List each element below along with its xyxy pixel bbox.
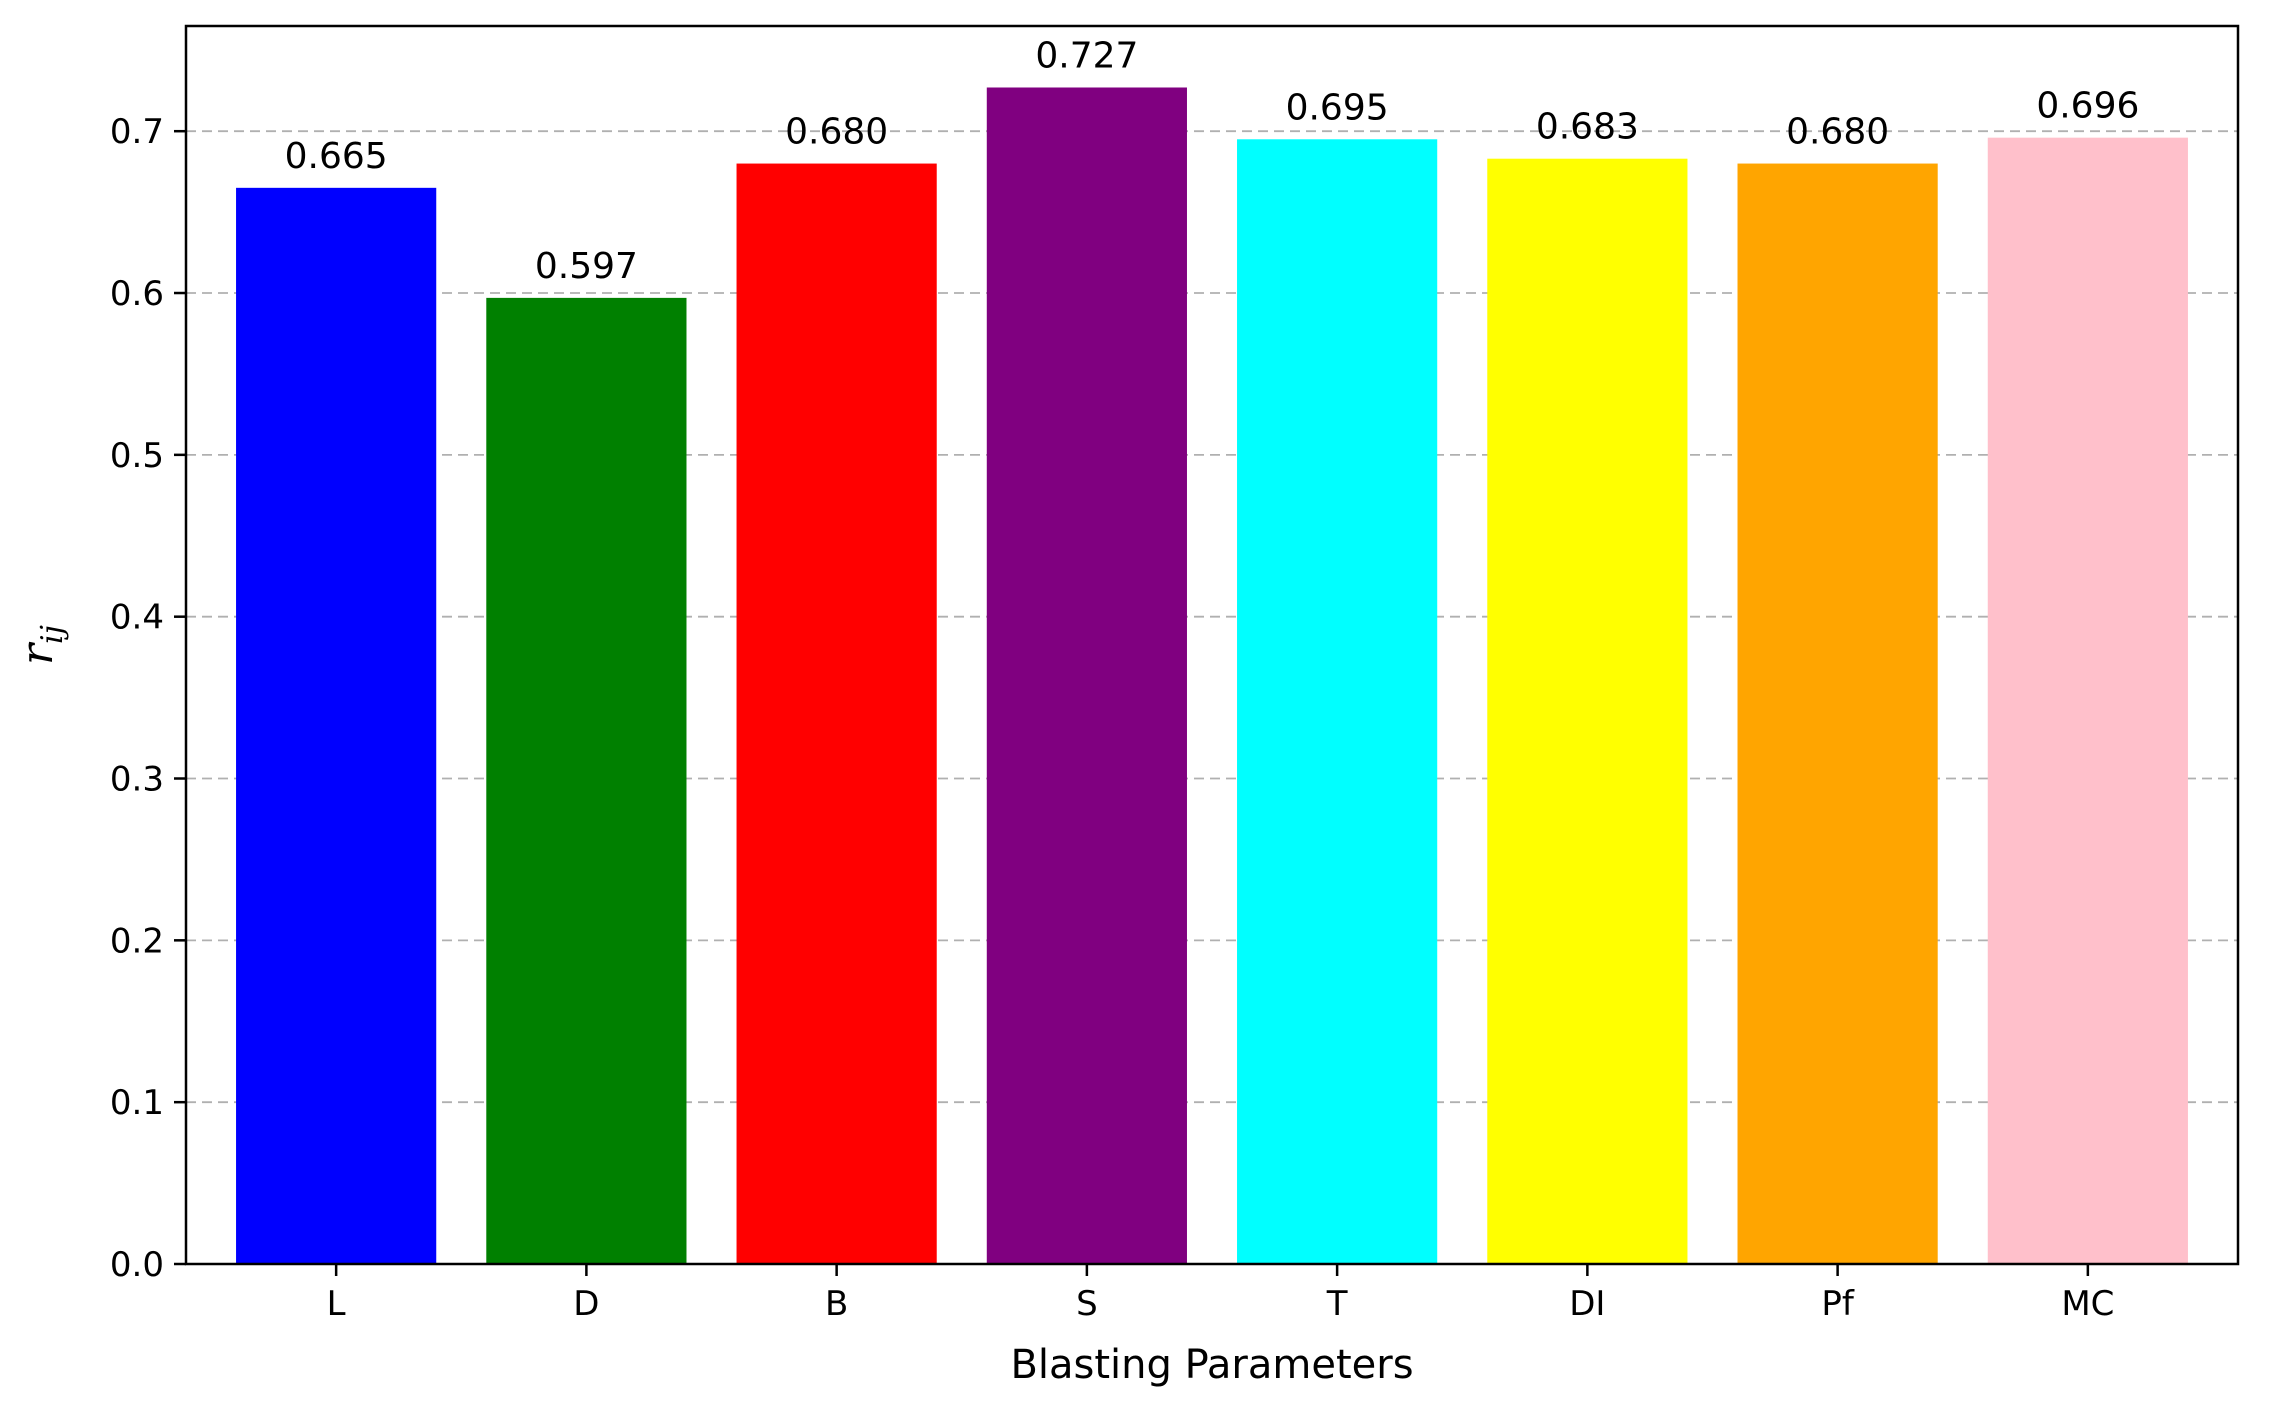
bar-value-label-d: 0.597 <box>535 246 638 287</box>
x-tick-label-b: B <box>825 1284 848 1324</box>
bar-value-label-t: 0.695 <box>1286 87 1389 128</box>
bar-value-label-l: 0.665 <box>285 136 388 177</box>
bar-s <box>986 87 1187 1265</box>
bar-value-label-b: 0.680 <box>785 112 888 153</box>
y-tick-label: 0.7 <box>110 112 164 152</box>
y-tick-label: 0.5 <box>110 436 164 476</box>
bar-value-labels: 0.665 0.597 0.680 0.727 0.695 0.683 0.680 0.696 <box>285 35 2140 286</box>
x-axis-ticks: L D B S T DI Pf MC <box>327 1264 2114 1324</box>
y-tick-label: 0.0 <box>110 1245 164 1285</box>
y-axis-title: rij <box>12 625 70 665</box>
x-tick-label-l: L <box>327 1284 346 1324</box>
x-tick-label-pf: Pf <box>1821 1284 1855 1324</box>
bar-di <box>1487 158 1688 1264</box>
bar-l <box>236 187 437 1264</box>
x-tick-label-t: T <box>1326 1284 1348 1324</box>
y-tick-label: 0.2 <box>110 921 164 961</box>
y-tick-label: 0.6 <box>110 274 164 314</box>
bars <box>236 87 2188 1265</box>
bar-t <box>1237 139 1438 1265</box>
bar-value-label-s: 0.727 <box>1035 35 1138 76</box>
plot-frame <box>184 24 2240 1266</box>
bar-pf <box>1737 163 1938 1265</box>
bar-d <box>486 297 687 1264</box>
bar-b <box>736 163 937 1265</box>
x-tick-label-mc: MC <box>2061 1284 2114 1324</box>
x-tick-label-s: S <box>1076 1284 1098 1324</box>
x-axis-title: Blasting Parameters <box>1010 1342 1413 1388</box>
y-tick-label: 0.4 <box>110 598 164 638</box>
bar-value-label-di: 0.683 <box>1536 107 1639 148</box>
x-tick-label-d: D <box>573 1284 599 1324</box>
bar-mc <box>1987 137 2188 1265</box>
y-tick-label: 0.3 <box>110 760 164 800</box>
bar-value-label-pf: 0.680 <box>1786 112 1889 153</box>
y-axis-title-base: r <box>12 641 63 665</box>
bar-value-label-mc: 0.696 <box>2036 86 2139 127</box>
y-axis-ticks: 0.0 0.1 0.2 0.3 0.4 0.5 0.6 0.7 <box>110 112 186 1285</box>
y-axis-title-subscript: ij <box>35 625 70 644</box>
y-tick-label: 0.1 <box>110 1083 164 1123</box>
x-tick-label-di: DI <box>1569 1284 1605 1324</box>
